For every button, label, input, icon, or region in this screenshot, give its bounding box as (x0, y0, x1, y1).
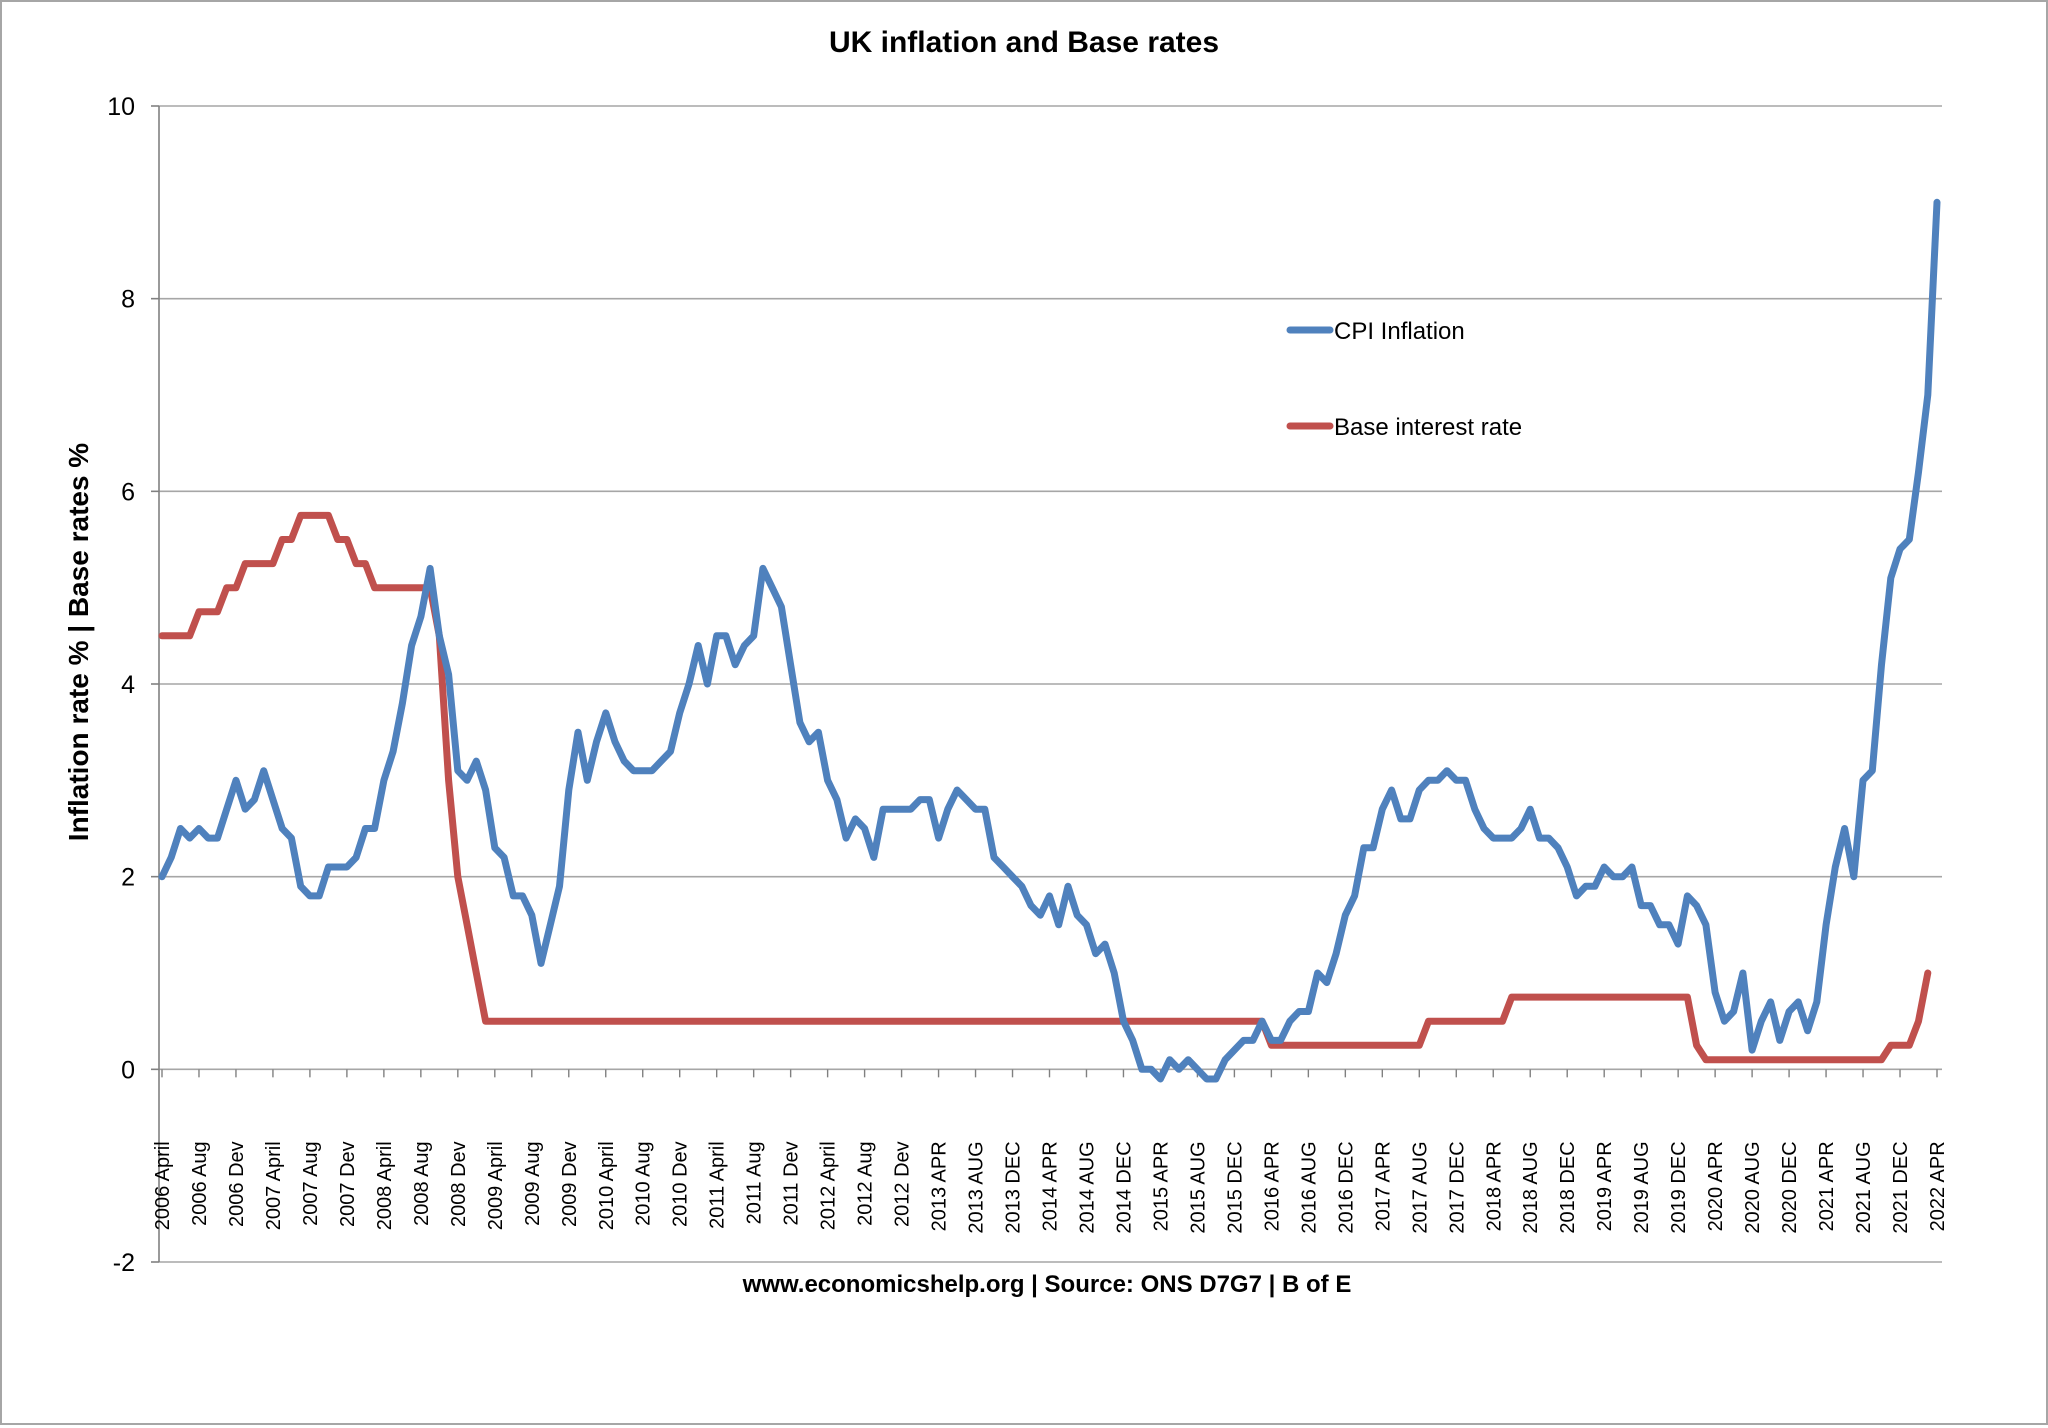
x-tick-label: 2010 April (596, 1141, 618, 1230)
x-tick-label: 2019 AUG (1631, 1141, 1653, 1233)
x-tick-label: 2021 DEC (1890, 1141, 1912, 1233)
x-tick-label: 2019 APR (1594, 1141, 1616, 1231)
x-tick-label: 2016 AUG (1298, 1141, 1320, 1233)
x-axis-label: www.economicshelp.org | Source: ONS D7G7… (742, 1271, 1352, 1298)
x-tick-label: 2009 April (485, 1141, 507, 1230)
x-tick-label: 2012 Aug (855, 1141, 877, 1226)
x-tick-label: 2013 APR (929, 1141, 951, 1231)
x-tick-label: 2021 APR (1816, 1141, 1838, 1231)
x-tick-label: 2010 Aug (633, 1141, 655, 1226)
x-axis-ticks: 2006 April 2006 Aug 2006 Dev 2007 April 2007… (152, 1069, 1949, 1234)
x-tick-label: 2009 Aug (522, 1141, 544, 1226)
x-tick-label: 2012 Dev (892, 1141, 914, 1227)
x-tick-label: 2019 DEC (1668, 1141, 1690, 1233)
x-tick-label: 2016 APR (1261, 1141, 1283, 1231)
y-tick-label: 0 (121, 1056, 135, 1084)
x-tick-label: 2007 April (263, 1141, 285, 1230)
chart-title: UK inflation and Base rates (829, 26, 1219, 59)
x-tick-label: 2018 AUG (1520, 1141, 1542, 1233)
y-axis-label: Inflation rate % | Base rates % (63, 443, 94, 842)
x-tick-label: 2011 Aug (744, 1141, 766, 1224)
x-tick-label: 2017 DEC (1446, 1141, 1468, 1233)
x-tick-label: 2022 APR (1927, 1141, 1949, 1231)
x-tick-label: 2014 AUG (1076, 1141, 1098, 1233)
legend: CPI Inflation Base interest rate (1286, 318, 1522, 441)
x-tick-label: 2017 APR (1372, 1141, 1394, 1231)
x-tick-label: 2011 April (707, 1141, 729, 1228)
x-tick-label: 2020 AUG (1742, 1141, 1764, 1233)
series-lines (158, 198, 1941, 1083)
x-tick-label: 2015 AUG (1187, 1141, 1209, 1233)
x-tick-label: 2021 AUG (1853, 1141, 1875, 1233)
x-tick-label: 2008 April (374, 1141, 396, 1230)
legend-label-base-rate: Base interest rate (1334, 414, 1522, 441)
x-tick-label: 2020 DEC (1779, 1141, 1801, 1233)
y-axis-ticks: -2 0 2 4 6 8 10 (107, 93, 159, 1277)
x-tick-label: 2015 APR (1150, 1141, 1172, 1231)
x-tick-label: 2010 Dev (670, 1141, 692, 1227)
y-tick-label: 6 (121, 478, 135, 506)
x-tick-label: 2007 Aug (300, 1141, 322, 1226)
x-tick-label: 2006 Aug (189, 1141, 211, 1226)
x-tick-label: 2017 AUG (1409, 1141, 1431, 1233)
x-tick-label: 2013 AUG (966, 1141, 988, 1233)
x-tick-label: 2009 Dev (559, 1141, 581, 1227)
y-tick-label: 10 (107, 93, 135, 121)
y-tick-label: 4 (121, 671, 135, 699)
x-tick-label: 2016 DEC (1335, 1141, 1357, 1233)
x-tick-label: 2018 APR (1483, 1141, 1505, 1231)
x-tick-label: 2006 April (152, 1141, 174, 1230)
series-line-base-interest-rate (158, 511, 1932, 1064)
gridlines (158, 105, 1942, 1263)
x-tick-label: 2015 DEC (1224, 1141, 1246, 1233)
legend-label-cpi: CPI Inflation (1334, 318, 1465, 345)
x-tick-label: 2014 DEC (1113, 1141, 1135, 1233)
x-tick-label: 2008 Dev (448, 1141, 470, 1227)
y-tick-label: 2 (121, 864, 135, 892)
x-tick-label: 2013 DEC (1003, 1141, 1025, 1233)
x-tick-label: 2006 Dev (226, 1141, 248, 1227)
x-tick-label: 2008 Aug (411, 1141, 433, 1226)
x-tick-label: 2020 APR (1705, 1141, 1727, 1231)
x-tick-label: 2018 DEC (1557, 1141, 1579, 1233)
x-tick-label: 2007 Dev (337, 1141, 359, 1227)
series-line-cpi-inflation (158, 198, 1941, 1083)
y-tick-label: 8 (121, 286, 135, 314)
y-tick-label: -2 (113, 1249, 135, 1277)
x-tick-label: 2014 APR (1040, 1141, 1062, 1231)
x-tick-label: 2011 Dev (781, 1141, 803, 1225)
x-tick-label: 2012 April (818, 1141, 840, 1230)
